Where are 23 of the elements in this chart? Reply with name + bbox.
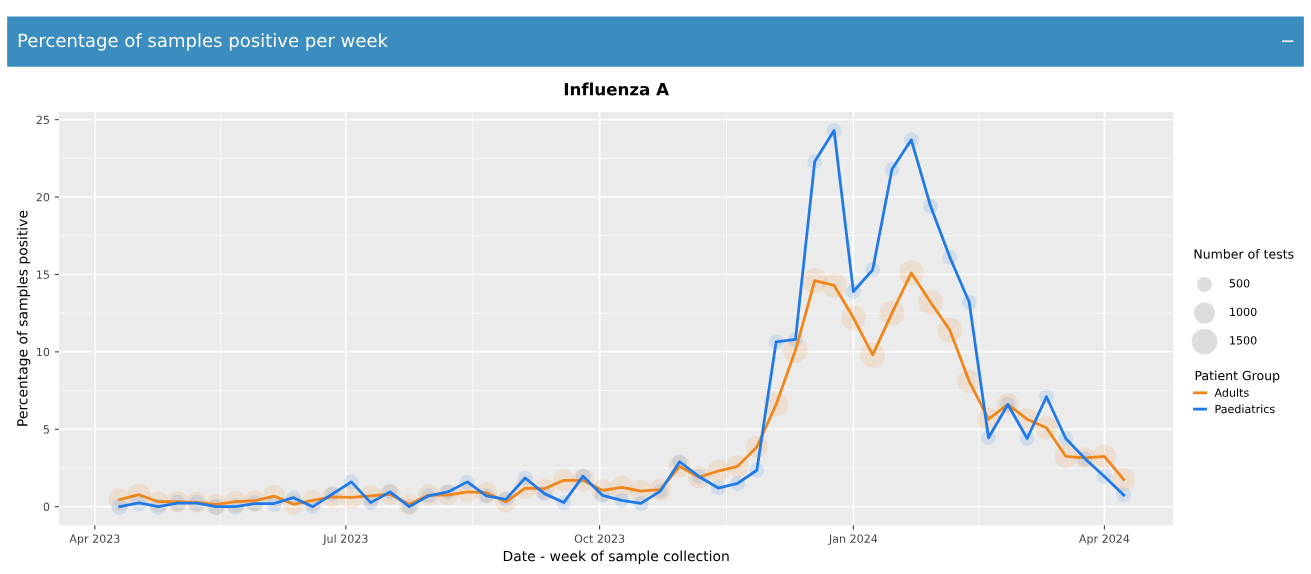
legend-label: 1500 bbox=[1230, 336, 1257, 345]
chart-title: Percentage of samples positive per week bbox=[18, 33, 388, 51]
x-tick-label: Apr 2023 bbox=[69, 534, 120, 545]
legend-label: Adults bbox=[1214, 388, 1249, 397]
legend-title: Patient Group bbox=[1195, 370, 1280, 383]
legend-label: Paediatrics bbox=[1215, 404, 1275, 414]
x-tick-label: Jan 2024 bbox=[828, 534, 878, 545]
x-tick-label: Apr 2024 bbox=[1078, 534, 1130, 545]
y-axis-title: Percentage of samples positive bbox=[16, 210, 31, 426]
y-tick-label: 20 bbox=[36, 193, 50, 202]
y-tick-label: 15 bbox=[37, 270, 49, 279]
y-tick-label: 25 bbox=[36, 115, 49, 125]
x-tick-label: Jul 2023 bbox=[322, 534, 368, 545]
legend-label: 500 bbox=[1229, 279, 1250, 288]
x-tick-label: Oct 2023 bbox=[574, 534, 625, 543]
x-axis-title: Date - week of sample collection bbox=[503, 550, 729, 564]
text: − bbox=[1282, 40, 1294, 42]
y-tick-label: 5 bbox=[43, 425, 49, 434]
legend-label: 1000 bbox=[1230, 307, 1257, 317]
text: Number of tests bbox=[1194, 249, 1294, 259]
chart-subtitle: Influenza A bbox=[564, 82, 669, 96]
y-tick-label: 0 bbox=[43, 502, 50, 512]
y-tick-label: 10 bbox=[37, 347, 50, 357]
